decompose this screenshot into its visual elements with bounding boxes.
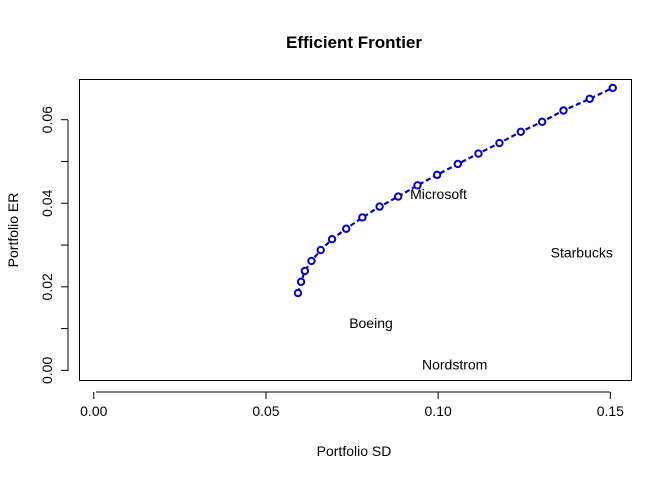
y-tick-label: 0.04 — [39, 189, 55, 216]
frontier-point — [516, 127, 525, 137]
frontier-point — [316, 245, 325, 255]
y-tick-label: 0.00 — [39, 357, 55, 384]
frontier-point — [413, 181, 422, 190]
frontier-point — [293, 288, 303, 298]
y-tick-label: 0.02 — [39, 273, 55, 300]
x-tick-label: 0.00 — [80, 403, 107, 419]
frontier-point — [432, 170, 442, 180]
asset-label: Boeing — [349, 315, 393, 331]
asset-labels: Microsoft Starbucks Boeing Nordstrom — [349, 186, 613, 372]
frontier-point — [327, 234, 337, 244]
y-axis-label: Portfolio ER — [5, 193, 21, 268]
frontier-point — [585, 94, 594, 104]
frontier-point — [495, 138, 504, 148]
frontier-point — [342, 224, 351, 233]
frontier-point — [307, 256, 316, 266]
asset-label: Microsoft — [410, 186, 467, 202]
frontier-series — [293, 83, 617, 298]
y-tick-label: 0.06 — [39, 106, 55, 133]
frontier-point — [453, 159, 462, 169]
frontier-point — [608, 83, 617, 93]
x-tick-label: 0.10 — [425, 403, 452, 419]
asset-label: Nordstrom — [422, 357, 487, 373]
x-axis-label: Portfolio SD — [317, 443, 392, 459]
frontier-point — [358, 213, 367, 222]
frontier-point — [394, 192, 403, 201]
chart-title: Efficient Frontier — [286, 33, 422, 52]
asset-label: Starbucks — [551, 245, 613, 261]
frontier-point — [559, 106, 568, 115]
frontier-point — [375, 202, 384, 211]
frontier-line — [296, 86, 614, 294]
x-axis: 0.00 0.05 0.10 0.15 — [80, 391, 624, 419]
frontier-point — [296, 277, 306, 287]
frontier-point — [537, 117, 547, 126]
frontier-point — [474, 149, 483, 158]
frontier-point — [300, 266, 310, 276]
plot-box — [79, 79, 632, 381]
y-axis: 0.00 0.02 0.04 0.06 — [39, 106, 69, 384]
x-tick-label: 0.15 — [597, 403, 624, 419]
x-tick-label: 0.05 — [252, 403, 279, 419]
